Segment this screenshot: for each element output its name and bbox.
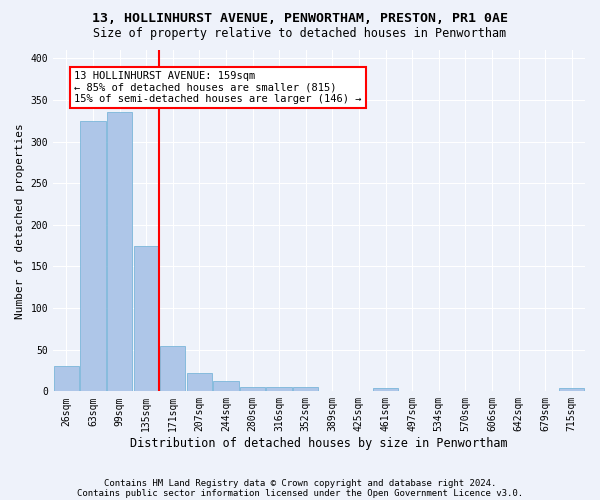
Text: Contains HM Land Registry data © Crown copyright and database right 2024.: Contains HM Land Registry data © Crown c… — [104, 478, 496, 488]
Text: Contains public sector information licensed under the Open Government Licence v3: Contains public sector information licen… — [77, 488, 523, 498]
Bar — [134, 246, 159, 392]
Bar — [80, 121, 106, 392]
Bar — [240, 387, 265, 392]
Bar — [213, 380, 239, 392]
Text: Size of property relative to detached houses in Penwortham: Size of property relative to detached ho… — [94, 28, 506, 40]
Bar — [559, 388, 584, 392]
Y-axis label: Number of detached properties: Number of detached properties — [15, 123, 25, 318]
Bar — [266, 387, 292, 392]
Bar — [293, 387, 319, 392]
Bar — [373, 388, 398, 392]
Bar — [160, 346, 185, 392]
Text: 13, HOLLINHURST AVENUE, PENWORTHAM, PRESTON, PR1 0AE: 13, HOLLINHURST AVENUE, PENWORTHAM, PRES… — [92, 12, 508, 26]
X-axis label: Distribution of detached houses by size in Penwortham: Distribution of detached houses by size … — [130, 437, 508, 450]
Bar — [107, 112, 132, 392]
Bar — [187, 373, 212, 392]
Bar — [54, 366, 79, 392]
Text: 13 HOLLINHURST AVENUE: 159sqm
← 85% of detached houses are smaller (815)
15% of : 13 HOLLINHURST AVENUE: 159sqm ← 85% of d… — [74, 71, 362, 104]
